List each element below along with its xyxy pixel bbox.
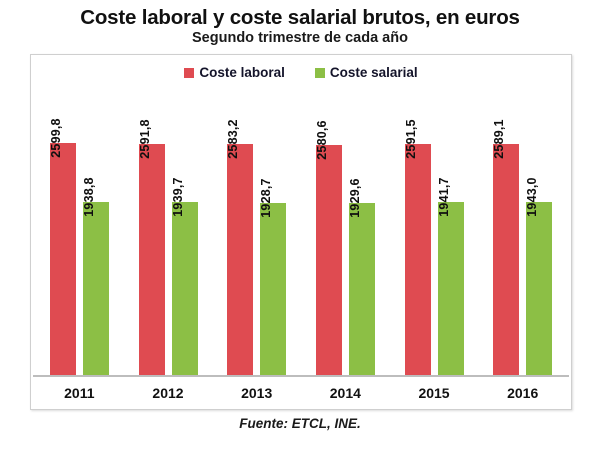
bar[interactable]: 2580,6 — [315, 120, 342, 375]
x-axis-tick-label: 2014 — [329, 385, 361, 401]
bar-value-label: 2583,2 — [226, 119, 241, 160]
plot-frame: Coste laboral Coste salarial 2599,8 1938,… — [30, 54, 572, 410]
x-axis-tick-label: 2012 — [152, 385, 184, 401]
bar-group: 2591,5 1941,7 — [390, 55, 479, 375]
bar[interactable]: 2591,5 — [404, 119, 431, 375]
legend-item-coste-salarial[interactable]: Coste salarial — [314, 65, 418, 80]
legend-swatch-red — [184, 67, 195, 78]
bar-wrapper: 1939,7 — [171, 55, 198, 375]
source-note: Fuente: ETCL, INE. — [239, 416, 361, 431]
bar-wrapper: 1938,8 — [82, 55, 109, 375]
bar-groups: 2599,8 1938,8 2591,8 1939,7 2583,2 1928,7 2580… — [35, 55, 567, 375]
bar-value-label: 1929,6 — [347, 178, 362, 218]
bar-wrapper: 2583,2 — [226, 55, 254, 375]
x-axis-tick-label: 2013 — [241, 385, 273, 401]
x-axis-tick-label: 2015 — [418, 385, 450, 401]
x-axis-tick-label: 2011 — [64, 385, 95, 401]
bar-value-label: 1943,0 — [525, 176, 540, 217]
bar-value-label: 1938,8 — [81, 177, 96, 217]
bar-wrapper: 2599,8 — [49, 55, 76, 375]
bar-wrapper: 2591,5 — [404, 55, 431, 375]
bar-wrapper: 2591,8 — [138, 55, 165, 375]
x-axis-labels: 2011 2012 2013 2014 2015 2016 — [35, 379, 567, 407]
bar[interactable]: 1938,8 — [82, 177, 109, 375]
bar[interactable]: 2599,8 — [49, 118, 76, 375]
bar-wrapper: 2589,1 — [492, 55, 520, 375]
bar[interactable]: 2591,8 — [138, 119, 165, 375]
chart-subtitle: Segundo trimestre de cada año — [192, 30, 408, 46]
bar[interactable]: 1943,0 — [525, 177, 553, 375]
bar-wrapper: 1929,6 — [348, 55, 375, 375]
bar[interactable]: 2583,2 — [226, 120, 254, 375]
bar-value-label: 2580,6 — [314, 120, 329, 160]
bar-wrapper: 1943,0 — [525, 55, 553, 375]
plot-area: 2599,8 1938,8 2591,8 1939,7 2583,2 1928,7 2580… — [31, 55, 571, 409]
bar-value-label: 2591,5 — [403, 119, 418, 159]
x-axis-line — [33, 375, 569, 377]
legend-item-coste-laboral[interactable]: Coste laboral — [184, 65, 285, 80]
bar-value-label: 1941,7 — [436, 177, 451, 217]
bar-wrapper: 2580,6 — [315, 55, 342, 375]
bar[interactable]: 2589,1 — [492, 119, 520, 375]
legend-label-coste-salarial: Coste salarial — [329, 65, 418, 80]
bar[interactable]: 1929,6 — [348, 178, 375, 375]
chart-legend: Coste laboral Coste salarial — [31, 65, 571, 80]
x-axis-tick-label: 2016 — [507, 385, 539, 401]
bar[interactable]: 1941,7 — [437, 177, 464, 375]
bar-group: 2591,8 1939,7 — [124, 55, 213, 375]
bar-value-label: 2599,8 — [48, 118, 63, 158]
bar[interactable]: 1939,7 — [171, 177, 198, 375]
bar-group: 2580,6 1929,6 — [301, 55, 390, 375]
bar-value-label: 1939,7 — [170, 177, 185, 217]
bar-group: 2589,1 1943,0 — [478, 55, 567, 375]
legend-swatch-green — [314, 67, 325, 78]
bar-group: 2583,2 1928,7 — [212, 55, 301, 375]
bar-wrapper: 1928,7 — [259, 55, 287, 375]
bar-value-label: 2589,1 — [492, 119, 507, 159]
legend-label-coste-laboral: Coste laboral — [199, 65, 285, 80]
bar-value-label: 2591,8 — [137, 119, 152, 159]
bar-wrapper: 1941,7 — [437, 55, 464, 375]
chart-title: Coste laboral y coste salarial brutos, e… — [80, 6, 520, 29]
bar-group: 2599,8 1938,8 — [35, 55, 124, 375]
bar[interactable]: 1928,7 — [259, 178, 287, 375]
bar-value-label: 1928,7 — [259, 178, 274, 218]
